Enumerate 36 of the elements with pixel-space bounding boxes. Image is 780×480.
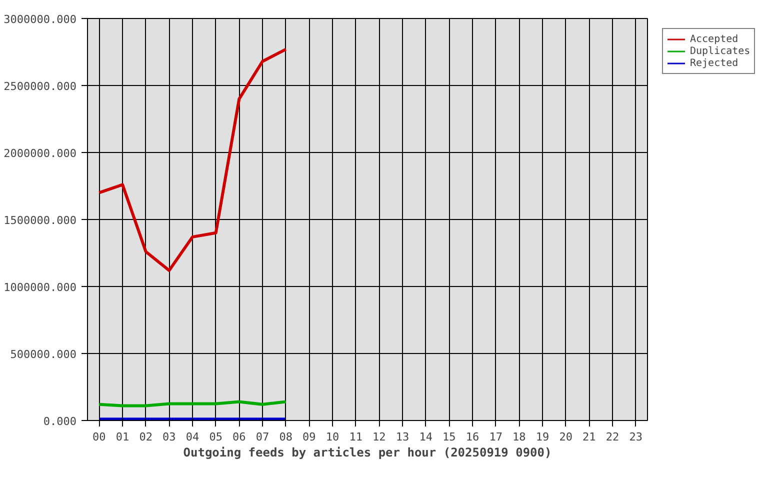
x-tick-label: 02 [139, 430, 152, 444]
y-tick-label: 0.000 [43, 415, 77, 428]
x-tick-label: 00 [92, 430, 106, 444]
x-tick-label: 23 [629, 430, 642, 444]
x-tick-label: 12 [372, 430, 386, 444]
x-tick-label: 19 [536, 430, 550, 444]
x-tick-label: 18 [512, 430, 526, 444]
x-tick-label: 20 [559, 430, 572, 444]
x-tick-label: 11 [349, 430, 362, 444]
x-tick-label: 06 [232, 430, 246, 444]
x-tick-label: 14 [419, 430, 433, 444]
legend-label: Rejected [690, 57, 738, 69]
line-series [98, 48, 288, 272]
x-tick-label: 17 [489, 430, 502, 444]
y-tick-label: 1500000.000 [4, 214, 77, 227]
x-tick-label: 01 [116, 430, 130, 444]
x-tick-label: 16 [466, 430, 480, 444]
y-tick-label: 2500000.000 [4, 80, 77, 93]
y-tick-label: 2000000.000 [4, 147, 77, 160]
x-tick-label: 10 [326, 430, 340, 444]
x-tick-label: 03 [162, 430, 176, 444]
y-tick-label: 1000000.000 [4, 281, 77, 294]
x-axis-title: Outgoing feeds by articles per hour (20250919 0900) [183, 446, 552, 460]
x-tick-label: 09 [302, 430, 316, 444]
x-tick-label: 04 [186, 430, 200, 444]
x-tick-label: 05 [209, 430, 222, 444]
x-tick-label: 15 [442, 430, 456, 444]
x-tick-label: 08 [279, 430, 292, 444]
y-tick-label: 3000000.000 [4, 13, 77, 26]
x-tick-label: 13 [396, 430, 410, 444]
y-tick-label: 500000.000 [10, 348, 77, 361]
legend-label: Accepted [690, 33, 738, 45]
legend-label: Duplicates [690, 45, 750, 57]
x-tick-label: 22 [606, 430, 620, 444]
x-tick-label: 07 [256, 430, 270, 444]
x-tick-label: 21 [582, 430, 596, 444]
